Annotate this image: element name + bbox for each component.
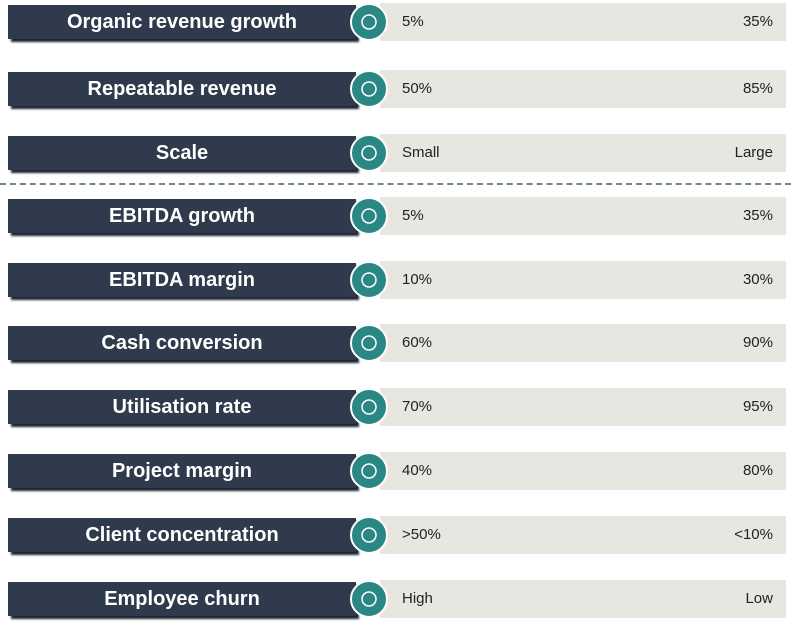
icon-graphic xyxy=(350,197,388,235)
high-value: 35% xyxy=(742,13,773,30)
icon-graphic xyxy=(350,134,388,172)
icon-graphic xyxy=(350,388,388,426)
high-value: Low xyxy=(745,590,773,607)
metric-label: Utilisation rate xyxy=(8,390,356,424)
metric-label: EBITDA growth xyxy=(8,199,356,233)
icon xyxy=(349,387,389,427)
high-value: 30% xyxy=(742,271,773,288)
value-bar xyxy=(380,3,786,41)
icon xyxy=(349,196,389,236)
metric-label: Repeatable revenue xyxy=(8,72,356,106)
low-value: 5% xyxy=(402,13,424,30)
metric-label: Project margin xyxy=(8,454,356,488)
low-value: 40% xyxy=(402,462,433,479)
metric-label: Organic revenue growth xyxy=(8,5,356,39)
icon-graphic xyxy=(350,452,388,490)
high-value: Large xyxy=(734,144,773,161)
icon xyxy=(349,515,389,555)
icon xyxy=(349,69,389,109)
icon-graphic xyxy=(350,580,388,618)
low-value: >50% xyxy=(402,526,441,543)
icon xyxy=(349,323,389,363)
metric-label: Cash conversion xyxy=(8,326,356,360)
high-value: 90% xyxy=(742,334,773,351)
low-value: 50% xyxy=(402,80,433,97)
metric-label: Client concentration xyxy=(8,518,356,552)
icon-graphic xyxy=(350,261,388,299)
value-bar xyxy=(380,70,786,108)
metric-label: EBITDA margin xyxy=(8,263,356,297)
value-bar xyxy=(380,134,786,172)
value-bar xyxy=(380,516,786,554)
icon-graphic xyxy=(350,3,388,41)
metric-label: Scale xyxy=(8,136,356,170)
icon xyxy=(349,2,389,42)
high-value: 85% xyxy=(742,80,773,97)
divider xyxy=(0,183,791,185)
value-bar xyxy=(380,324,786,362)
value-bar xyxy=(380,388,786,426)
low-value: 60% xyxy=(402,334,433,351)
value-bar xyxy=(380,197,786,235)
icon xyxy=(349,260,389,300)
low-value: High xyxy=(402,590,433,607)
low-value: 10% xyxy=(402,271,433,288)
low-value: Small xyxy=(402,144,440,161)
high-value: 80% xyxy=(742,462,773,479)
value-bar xyxy=(380,580,786,618)
high-value: <10% xyxy=(734,526,773,543)
low-value: 5% xyxy=(402,207,424,224)
low-value: 70% xyxy=(402,398,433,415)
icon-graphic xyxy=(350,324,388,362)
value-bar xyxy=(380,261,786,299)
high-value: 95% xyxy=(742,398,773,415)
value-bar xyxy=(380,452,786,490)
icon xyxy=(349,451,389,491)
icon xyxy=(349,133,389,173)
icon-graphic xyxy=(350,70,388,108)
metric-label: Employee churn xyxy=(8,582,356,616)
high-value: 35% xyxy=(742,207,773,224)
icon xyxy=(349,579,389,619)
icon-graphic xyxy=(350,516,388,554)
